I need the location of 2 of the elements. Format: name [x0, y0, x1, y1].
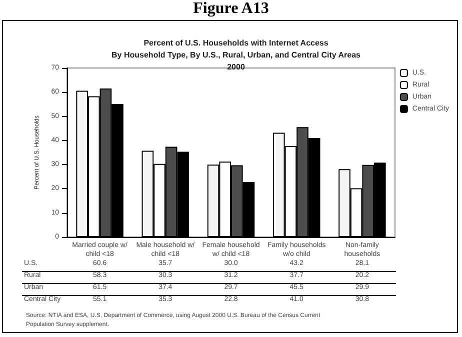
chart-title: Figure A13 — [192, 0, 270, 18]
chart-subtitle: Percent of U.S. Households with Internet Access By Household Type, By U.S., Rural, Urban, and Central City Areas 2000 — [112, 38, 362, 72]
